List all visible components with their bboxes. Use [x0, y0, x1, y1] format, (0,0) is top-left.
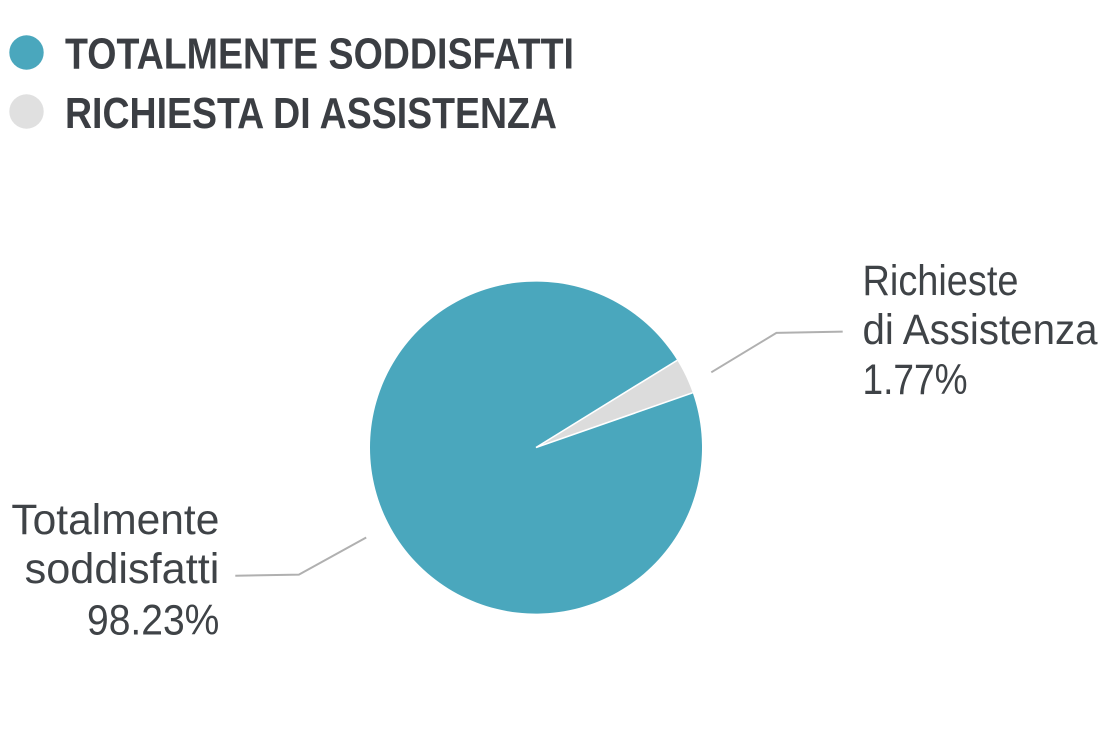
svg-text:Richieste: Richieste	[863, 257, 1019, 305]
svg-text:soddisfatti: soddisfatti	[25, 545, 220, 593]
svg-text:di Assistenza: di Assistenza	[863, 306, 1098, 354]
svg-text:98.23%: 98.23%	[87, 596, 219, 644]
svg-text:1.77%: 1.77%	[863, 356, 968, 404]
svg-text:TOTALMENTE SODDISFATTI: TOTALMENTE SODDISFATTI	[65, 30, 574, 79]
svg-text:Totalmente: Totalmente	[11, 496, 219, 544]
svg-text:RICHIESTA DI ASSISTENZA: RICHIESTA DI ASSISTENZA	[65, 89, 557, 138]
